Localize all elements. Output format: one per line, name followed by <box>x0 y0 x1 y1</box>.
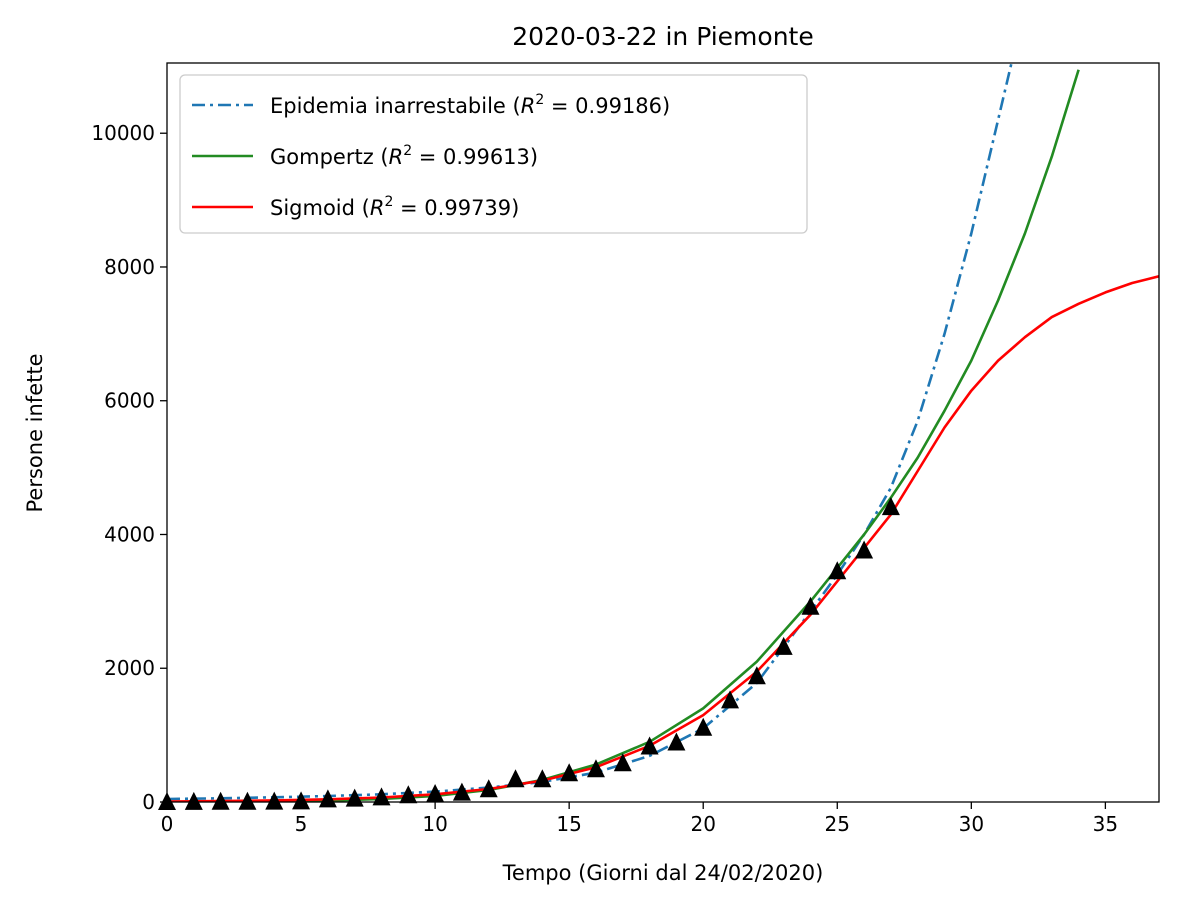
observed-marker <box>399 785 418 804</box>
observed-marker <box>560 763 579 782</box>
y-tick-label: 10000 <box>91 121 155 145</box>
y-tick-label: 6000 <box>104 389 155 413</box>
observed-marker <box>292 791 311 810</box>
legend-label-1: Epidemia inarrestabile (R2 = 0.99186) <box>270 92 670 118</box>
y-tick-label: 0 <box>142 790 155 814</box>
observed-marker <box>452 782 471 801</box>
x-tick-label: 0 <box>161 812 174 836</box>
observed-marker <box>613 753 632 772</box>
x-tick-label: 35 <box>1093 812 1118 836</box>
observed-marker <box>586 759 605 778</box>
observed-markers <box>158 497 900 810</box>
observed-marker <box>828 561 847 580</box>
x-tick-label: 25 <box>825 812 850 836</box>
x-tick-label: 10 <box>422 812 447 836</box>
observed-marker <box>184 791 203 810</box>
observed-marker <box>479 779 498 798</box>
observed-marker <box>855 540 874 559</box>
observed-marker <box>801 596 820 615</box>
observed-marker <box>640 736 659 755</box>
y-axis-label: Persone infette <box>23 353 47 512</box>
observed-marker <box>506 769 525 788</box>
y-tick-label: 2000 <box>104 656 155 680</box>
y-tick-label: 8000 <box>104 255 155 279</box>
legend-label-2: Gompertz (R2 = 0.99613) <box>270 143 538 169</box>
y-axis: 0 2000 4000 6000 8000 10000 <box>91 121 167 814</box>
observed-marker <box>238 791 257 810</box>
x-axis: 0 5 10 15 20 25 30 35 <box>161 802 1118 836</box>
observed-marker <box>265 791 284 810</box>
observed-marker <box>774 636 793 655</box>
observed-marker <box>318 789 337 808</box>
observed-marker <box>211 791 230 810</box>
x-tick-label: 5 <box>295 812 308 836</box>
observed-marker <box>747 666 766 685</box>
x-tick-label: 20 <box>690 812 715 836</box>
observed-marker <box>694 717 713 736</box>
observed-marker <box>881 497 900 516</box>
legend: Epidemia inarrestabile (R2 = 0.99186) Gom… <box>179 74 808 234</box>
legend-label-3: Sigmoid (R2 = 0.99739) <box>270 194 519 220</box>
observed-marker <box>426 783 445 802</box>
observed-marker <box>721 690 740 709</box>
plot-frame <box>166 62 1160 803</box>
x-tick-label: 30 <box>959 812 984 836</box>
x-axis-label: Tempo (Giorni dal 24/02/2020) <box>502 861 824 885</box>
observed-marker <box>372 787 391 806</box>
x-tick-label: 15 <box>556 812 581 836</box>
observed-marker <box>533 769 552 788</box>
chart-title: 2020-03-22 in Piemonte <box>512 22 814 51</box>
y-tick-label: 4000 <box>104 522 155 546</box>
observed-marker <box>667 732 686 751</box>
legend-box <box>179 74 808 234</box>
